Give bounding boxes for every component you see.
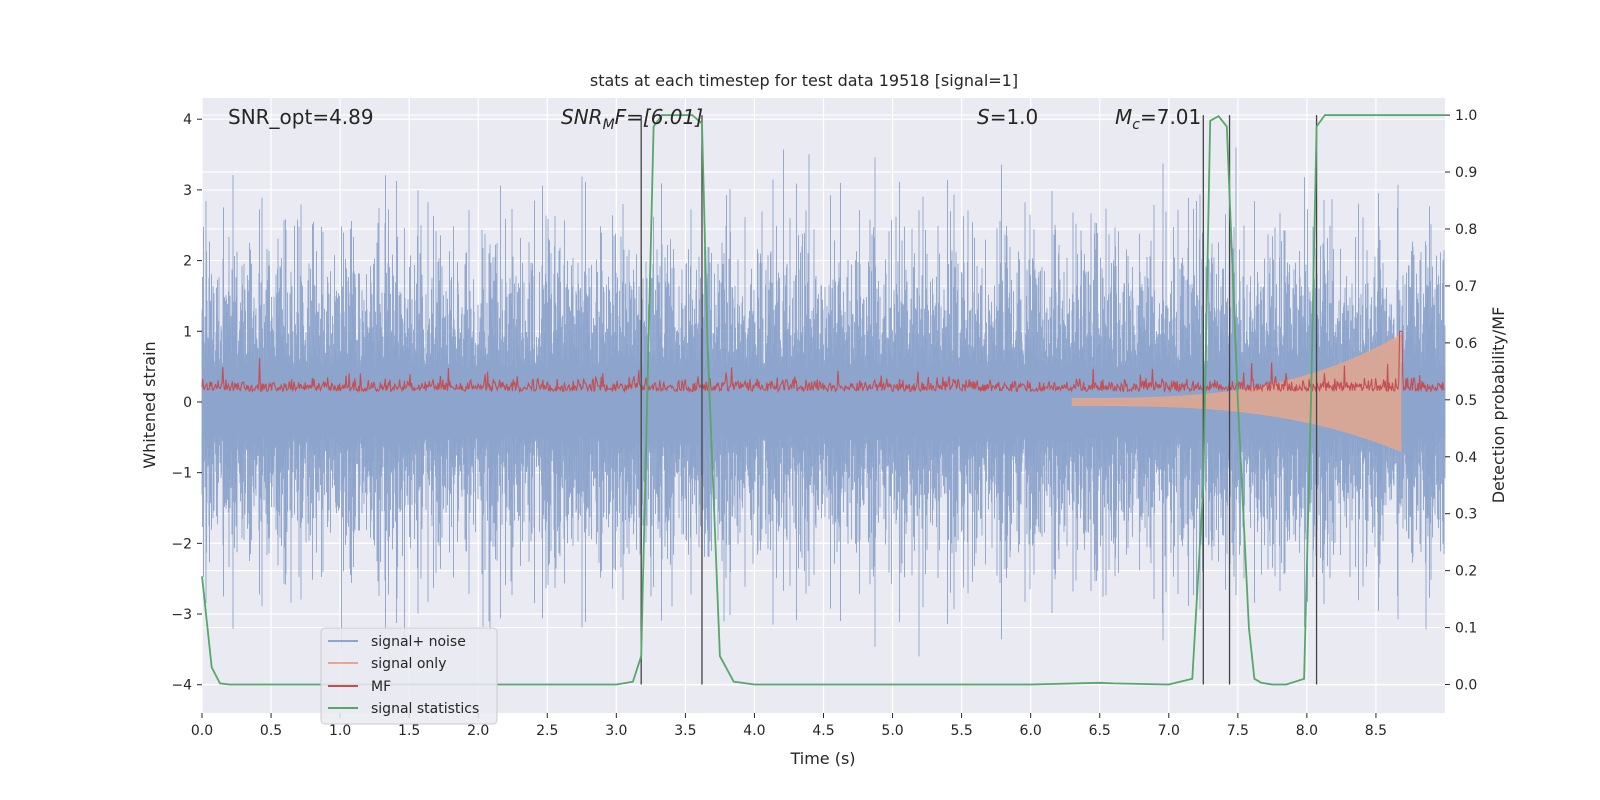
left-y-tick-label: 0 (183, 395, 192, 411)
annotation-snr-mf-value: F=[6.01] (615, 105, 703, 129)
x-tick-label: 2.0 (467, 723, 489, 739)
x-tick-label: 3.5 (674, 723, 696, 739)
annotation-snr-mf-symbol: SNR (561, 105, 603, 129)
annotation-snr-mf: SNRMF=[6.01] (561, 105, 703, 133)
x-tick-label: 8.0 (1296, 723, 1318, 739)
x-tick-label: 1.0 (329, 723, 351, 739)
right-y-tick-label: 0.3 (1455, 507, 1477, 523)
legend-box (320, 627, 498, 725)
x-tick-label: 6.5 (1089, 723, 1111, 739)
right-y-tick-label: 0.6 (1455, 336, 1477, 352)
x-tick-label: 5.0 (881, 723, 903, 739)
left-y-tick-label: −2 (171, 536, 192, 552)
signal-statistics-series (201, 114, 1445, 686)
x-tick-label: 2.5 (536, 723, 558, 739)
right-y-tick-label: 1.0 (1455, 108, 1477, 124)
left-y-tick-label: 4 (183, 112, 192, 128)
left-y-tick-label: 2 (183, 254, 192, 270)
annotation-mc-symbol: M (1115, 105, 1132, 129)
right-y-tick-label: 0.4 (1455, 450, 1477, 466)
right-y-tick-label: 0.0 (1455, 678, 1477, 694)
annotation-s-symbol: S (977, 105, 990, 129)
left-y-tick-label: 1 (183, 324, 192, 340)
right-y-tick-label: 0.9 (1455, 165, 1477, 181)
legend-label-mf: MF (371, 679, 391, 695)
x-tick-label: 8.5 (1365, 723, 1387, 739)
annotation-snr-mf-subscript: M (603, 117, 615, 133)
x-tick-label: 0.0 (191, 723, 213, 739)
left-y-tick-label: −3 (171, 607, 192, 623)
x-axis-label: Time (s) (789, 749, 855, 768)
annotation-s: S=1.0 (977, 105, 1038, 129)
x-tick-label: 7.0 (1158, 723, 1180, 739)
x-tick-label: 1.5 (398, 723, 420, 739)
left-y-axis-label: Whitened strain (140, 341, 159, 468)
signal-only-line (1071, 334, 1402, 452)
legend: signal+ noise signal only MF signal stat… (320, 627, 498, 725)
legend-label-signal-only: signal only (371, 656, 446, 672)
detection-markers (640, 115, 1318, 685)
left-y-tick-label: 3 (183, 183, 192, 199)
right-y-tick-label: 0.5 (1455, 393, 1477, 409)
annotation-mc-subscript: c (1132, 117, 1140, 133)
left-y-axis-ticks: 4 3 2 1 0 −1 −2 −3 −4 (171, 112, 202, 694)
legend-label-signal-noise: signal+ noise (371, 634, 466, 650)
left-y-tick-label: −4 (171, 678, 192, 694)
annotation-mc-value: =7.01 (1140, 105, 1201, 129)
annotation-snr-opt: SNR_opt=4.89 (228, 105, 374, 129)
chart-title: stats at each timestep for test data 195… (590, 71, 1018, 90)
annotation-s-value: =1.0 (990, 105, 1039, 129)
annotation-mc: Mc=7.01 (1115, 105, 1201, 133)
signal-only-series (1071, 334, 1402, 452)
x-axis-ticks: 0.0 0.5 1.0 1.5 2.0 2.5 3.0 3.5 4.0 4.5 5.0 5.5 6.0 6… (191, 713, 1387, 739)
x-tick-label: 4.0 (743, 723, 765, 739)
right-y-axis-ticks: 1.0 0.9 0.8 0.7 0.6 0.5 0.4 0.3 0.2 0.1 0.0 (1445, 108, 1477, 694)
left-y-tick-label: −1 (171, 466, 192, 482)
right-y-tick-label: 0.1 (1455, 621, 1477, 637)
right-y-tick-label: 0.8 (1455, 222, 1477, 238)
x-tick-label: 5.5 (950, 723, 972, 739)
right-y-tick-label: 0.2 (1455, 564, 1477, 580)
x-tick-label: 4.5 (812, 723, 834, 739)
right-y-tick-label: 0.7 (1455, 279, 1477, 295)
signal-statistics-line (201, 114, 1445, 686)
legend-label-signal-statistics: signal statistics (371, 701, 479, 717)
x-tick-label: 7.5 (1227, 723, 1249, 739)
x-tick-label: 3.0 (605, 723, 627, 739)
right-y-axis-label: Detection probability/MF (1489, 307, 1508, 504)
x-tick-label: 6.0 (1020, 723, 1042, 739)
x-tick-label: 0.5 (260, 723, 282, 739)
